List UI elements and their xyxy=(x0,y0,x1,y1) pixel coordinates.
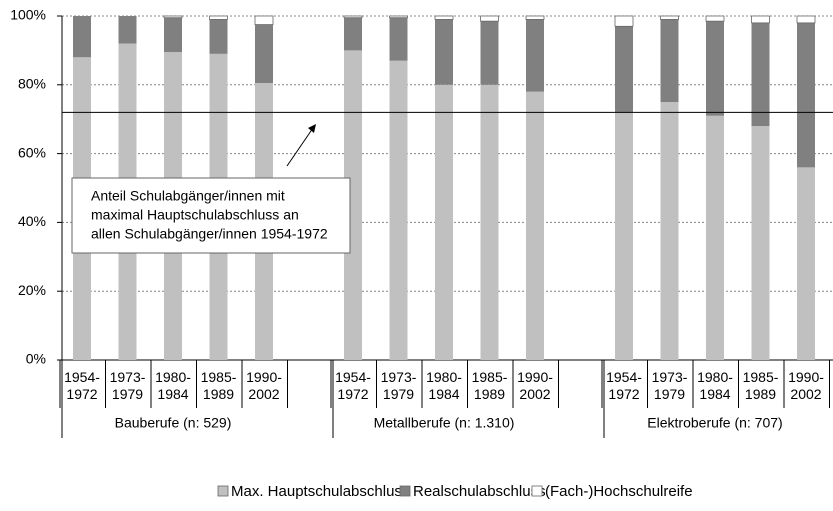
bar-segment xyxy=(163,15,183,19)
bar-segment xyxy=(209,19,228,54)
group-label: Metallberufe (n: 1.310) xyxy=(374,415,515,431)
bar-segment xyxy=(480,21,499,85)
bar-segment xyxy=(343,15,363,19)
bar-segment xyxy=(209,15,228,20)
annotation-text: maximal Hauptschulabschluss an xyxy=(91,207,299,223)
x-tick-label: 1973-1979 xyxy=(109,369,146,402)
legend-swatch xyxy=(217,485,229,497)
x-tick-label: 1985-1989 xyxy=(742,369,779,402)
bar-segment xyxy=(526,91,544,361)
x-tick-label: 1980-1984 xyxy=(697,369,733,402)
bar-segment xyxy=(434,15,454,20)
bar-segment xyxy=(73,16,91,58)
x-tick-label: 1973-1979 xyxy=(380,369,417,402)
y-tick-label: 0% xyxy=(26,351,46,367)
x-tick-label: 1954-1972 xyxy=(335,369,371,402)
bar-segment xyxy=(525,15,545,20)
annotation-box xyxy=(71,177,351,254)
bar-segment xyxy=(615,26,633,113)
legend-label: (Fach-)Hochschulreife xyxy=(545,483,693,500)
group-label: Bauberufe (n: 529) xyxy=(115,415,232,431)
bar-segment xyxy=(660,102,679,360)
bar-segment xyxy=(344,50,362,361)
arrow xyxy=(286,127,314,167)
bar-segment xyxy=(796,15,816,24)
y-tick-label: 20% xyxy=(18,282,46,298)
y-tick-label: 60% xyxy=(18,144,46,160)
legend-label: Max. Hauptschulabschluss xyxy=(231,483,409,500)
bar-segment xyxy=(526,19,544,92)
bar-segment xyxy=(480,15,499,22)
bar-segment xyxy=(435,84,453,361)
arrow-head xyxy=(308,124,316,133)
bar-segment xyxy=(435,19,453,85)
bar-segment xyxy=(751,15,770,24)
bar-segment xyxy=(389,15,408,19)
bar-segment xyxy=(660,19,679,102)
x-tick-label: 1990-2002 xyxy=(246,369,282,402)
x-tick-label: 1990-2002 xyxy=(788,369,824,402)
group-label: Elektroberufe (n: 707) xyxy=(647,415,782,431)
legend-swatch xyxy=(399,485,411,497)
bar-segment xyxy=(344,17,362,51)
x-tick-label: 1980-1984 xyxy=(426,369,462,402)
legend-swatch xyxy=(531,485,543,497)
bar-segment xyxy=(255,24,273,84)
y-tick-label: 80% xyxy=(18,76,46,92)
bar-segment xyxy=(751,22,770,127)
bar-segment xyxy=(797,22,815,168)
bar-segment xyxy=(660,15,679,20)
x-tick-label: 1990-2002 xyxy=(517,369,553,402)
x-tick-label: 1985-1989 xyxy=(200,369,237,402)
bar-segment xyxy=(118,16,137,44)
legend-label: Realschulabschluss xyxy=(413,483,546,500)
y-tick-label: 100% xyxy=(10,7,46,23)
bar-segment xyxy=(705,15,725,22)
annotation-text: allen Schulabgänger/innen 1954-1972 xyxy=(91,226,328,242)
x-tick-label: 1985-1989 xyxy=(471,369,508,402)
bar-segment xyxy=(614,15,634,27)
bar-segment xyxy=(480,84,499,361)
bar-segment xyxy=(389,17,408,61)
x-tick-label: 1954-1972 xyxy=(606,369,642,402)
bar-segment xyxy=(706,21,724,116)
x-tick-label: 1973-1979 xyxy=(651,369,688,402)
bar-segment xyxy=(164,17,182,53)
bar-segment xyxy=(615,112,633,360)
bar-segment xyxy=(706,115,724,360)
bar-segment xyxy=(751,126,770,360)
x-tick-label: 1954-1972 xyxy=(64,369,100,402)
x-tick-label: 1980-1984 xyxy=(155,369,191,402)
bar-segment xyxy=(389,60,408,360)
bar-segment xyxy=(254,15,274,26)
bar-segment xyxy=(797,167,815,360)
y-tick-label: 40% xyxy=(18,213,46,229)
annotation-text: Anteil Schulabgänger/innen mit xyxy=(91,188,285,204)
